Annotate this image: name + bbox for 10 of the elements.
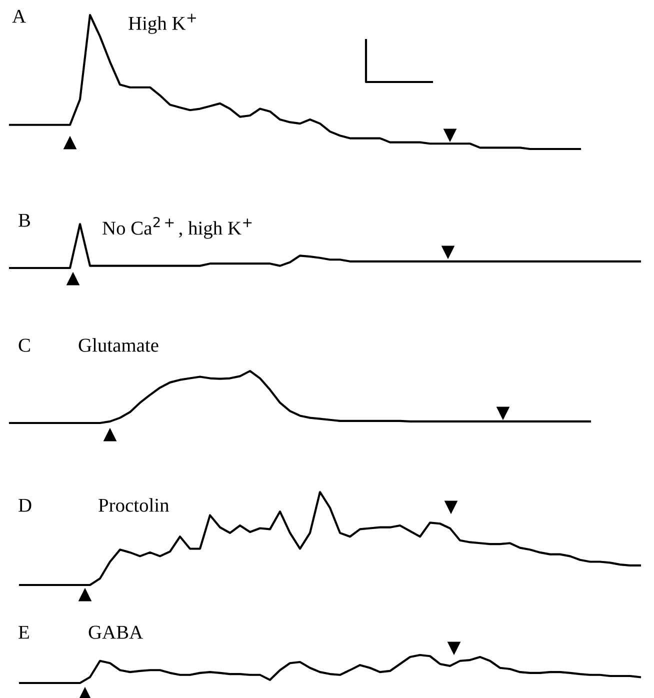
chart-subtitle: GABA: [88, 626, 143, 639]
chart-subtitle: Glutamate: [78, 338, 158, 352]
chart-subtitle: No Ca$^{2+}$, high K$^{+}$: [102, 217, 252, 239]
chart-title: C: [18, 338, 30, 352]
chart-subtitle: High K$^{+}$: [128, 14, 196, 34]
chart-title: D: [18, 498, 32, 512]
chart-subtitle: Proctolin: [98, 498, 169, 512]
chart-title: B: [18, 214, 30, 227]
chart-title: A: [12, 10, 26, 23]
chart-title: E: [18, 626, 29, 639]
